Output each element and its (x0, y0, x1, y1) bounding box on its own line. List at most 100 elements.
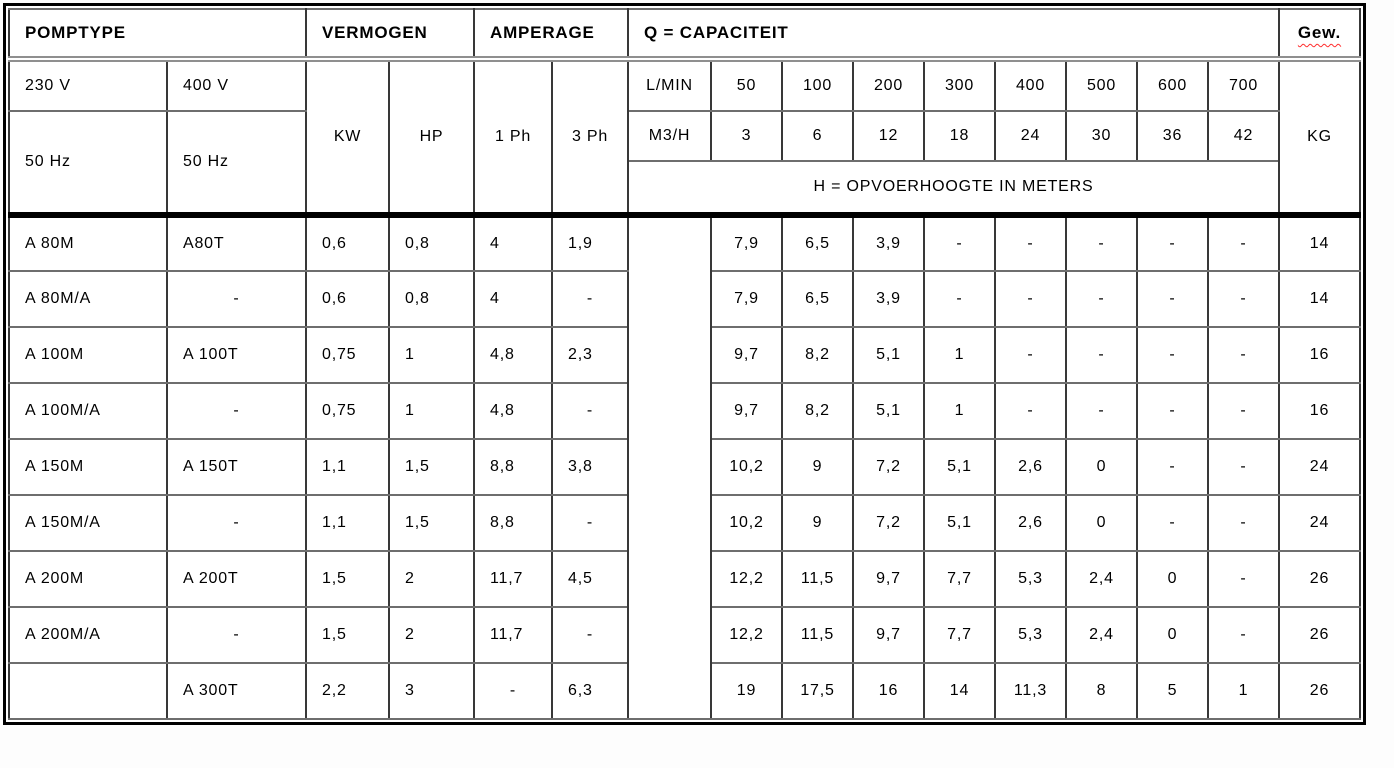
cell-hp: 2 (388, 550, 475, 608)
lmin-value-cell: 600 (1136, 58, 1209, 112)
cell-head-at-200lmin: 3,9 (852, 270, 925, 328)
m3h-value-cell: 42 (1207, 110, 1280, 162)
pump-spec-table-frame: POMPTYPE VERMOGEN AMPERAGE Q = CAPACITEI… (3, 3, 1366, 725)
amperage-header-cell: AMPERAGE (473, 8, 629, 62)
cell-head-at-700lmin: - (1207, 606, 1280, 664)
cell-weight-kg: 26 (1278, 662, 1361, 720)
cell-head-at-100lmin: 9 (781, 494, 854, 552)
cell-head-at-700lmin: - (1207, 550, 1280, 608)
cell-kw: 1,1 (305, 438, 390, 496)
lmin-value-cell: 500 (1065, 58, 1138, 112)
m3h-value-cell: 36 (1136, 110, 1209, 162)
cell-head-at-500lmin: 0 (1065, 494, 1138, 552)
cell-head-at-50lmin: 12,2 (710, 606, 783, 664)
cell-amp-1ph: 4 (473, 270, 553, 328)
cell-head-at-50lmin: 7,9 (710, 270, 783, 328)
cell-pomptype-230v: A 150M (8, 438, 168, 496)
cell-head-at-200lmin: 5,1 (852, 326, 925, 384)
cell-pomptype-400v: - (166, 494, 307, 552)
cell-head-at-200lmin: 9,7 (852, 550, 925, 608)
cell-head-at-300lmin: - (923, 270, 996, 328)
cell-head-at-500lmin: - (1065, 382, 1138, 440)
cell-weight-kg: 16 (1278, 382, 1361, 440)
cell-head-at-200lmin: 7,2 (852, 494, 925, 552)
m3h-value-cell: 24 (994, 110, 1067, 162)
cell-amp-1ph: 8,8 (473, 494, 553, 552)
cell-head-at-100lmin: 6,5 (781, 212, 854, 272)
cell-weight-kg: 14 (1278, 270, 1361, 328)
lmin-value-cell: 400 (994, 58, 1067, 112)
cell-head-at-100lmin: 8,2 (781, 326, 854, 384)
cell-head-at-400lmin: 2,6 (994, 494, 1067, 552)
gewicht-header-cell: Gew. (1278, 8, 1361, 62)
voltage-400-cell: 400 V (166, 58, 307, 112)
pomptype-header-cell: POMPTYPE (8, 8, 307, 62)
cell-head-at-200lmin: 3,9 (852, 212, 925, 272)
cell-head-at-300lmin: 1 (923, 382, 996, 440)
lmin-value-cell: 700 (1207, 58, 1280, 112)
cell-weight-kg: 24 (1278, 494, 1361, 552)
cell-amp-1ph: 11,7 (473, 550, 553, 608)
cell-kw: 2,2 (305, 662, 390, 720)
cell-head-at-600lmin: 0 (1136, 606, 1209, 664)
frequency-400-cell: 50 Hz (166, 110, 307, 216)
frequency-230-cell: 50 Hz (8, 110, 168, 216)
cell-head-at-600lmin: 0 (1136, 550, 1209, 608)
cell-amp-3ph: 6,3 (551, 662, 629, 720)
cell-head-at-400lmin: 5,3 (994, 606, 1067, 664)
cell-head-at-100lmin: 11,5 (781, 550, 854, 608)
cell-pomptype-400v: A 100T (166, 326, 307, 384)
cell-head-at-400lmin: - (994, 270, 1067, 328)
voltage-230-cell: 230 V (8, 58, 168, 112)
cell-head-at-600lmin: - (1136, 212, 1209, 272)
cell-pomptype-400v: A 150T (166, 438, 307, 496)
cell-pomptype-400v: - (166, 606, 307, 664)
cell-hp: 2 (388, 606, 475, 664)
header-row-main: POMPTYPE VERMOGEN AMPERAGE Q = CAPACITEI… (8, 8, 1361, 62)
cell-head-at-400lmin: 5,3 (994, 550, 1067, 608)
cell-head-at-50lmin: 10,2 (710, 438, 783, 496)
cell-amp-1ph: 4 (473, 212, 553, 272)
cell-head-at-100lmin: 6,5 (781, 270, 854, 328)
cell-head-at-400lmin: - (994, 382, 1067, 440)
cell-head-at-500lmin: - (1065, 326, 1138, 384)
cell-weight-kg: 14 (1278, 212, 1361, 272)
cell-head-at-500lmin: 2,4 (1065, 550, 1138, 608)
cell-pomptype-230v: A 200M (8, 550, 168, 608)
cell-amp-3ph: - (551, 606, 629, 664)
cell-pomptype-400v: A 300T (166, 662, 307, 720)
cell-head-at-500lmin: 8 (1065, 662, 1138, 720)
cell-head-at-700lmin: - (1207, 494, 1280, 552)
cell-head-at-100lmin: 17,5 (781, 662, 854, 720)
kw-unit-cell: KW (305, 58, 390, 216)
cell-head-at-50lmin: 12,2 (710, 550, 783, 608)
cell-pomptype-230v: A 100M (8, 326, 168, 384)
cell-hp: 1,5 (388, 438, 475, 496)
cell-head-at-700lmin: - (1207, 326, 1280, 384)
cell-head-at-50lmin: 10,2 (710, 494, 783, 552)
cell-amp-3ph: - (551, 494, 629, 552)
cell-head-at-400lmin: 2,6 (994, 438, 1067, 496)
lmin-value-cell: 300 (923, 58, 996, 112)
cell-hp: 1 (388, 382, 475, 440)
cell-kw: 0,75 (305, 326, 390, 384)
cell-head-at-600lmin: - (1136, 270, 1209, 328)
cell-amp-3ph: 2,3 (551, 326, 629, 384)
capacity-spacer-cell (627, 212, 712, 720)
cell-pomptype-230v: A 150M/A (8, 494, 168, 552)
phase-1-cell: 1 Ph (473, 58, 553, 216)
cell-kw: 0,6 (305, 270, 390, 328)
cell-amp-3ph: 3,8 (551, 438, 629, 496)
cell-head-at-300lmin: 7,7 (923, 550, 996, 608)
cell-head-at-600lmin: - (1136, 494, 1209, 552)
cell-head-at-300lmin: 7,7 (923, 606, 996, 664)
cell-head-at-300lmin: - (923, 212, 996, 272)
cell-amp-3ph: 4,5 (551, 550, 629, 608)
pump-rows-body: A 80M A80T 0,6 0,8 4 1,9 7,9 6,5 3,9- - - - -14 A 80M… (8, 212, 1361, 720)
cell-kw: 1,5 (305, 606, 390, 664)
cell-head-at-200lmin: 16 (852, 662, 925, 720)
cell-head-at-100lmin: 11,5 (781, 606, 854, 664)
m3h-value-cell: 3 (710, 110, 783, 162)
cell-head-at-400lmin: 11,3 (994, 662, 1067, 720)
header-row-head-note: H = OPVOERHOOGTE IN METERS (9, 160, 1360, 216)
